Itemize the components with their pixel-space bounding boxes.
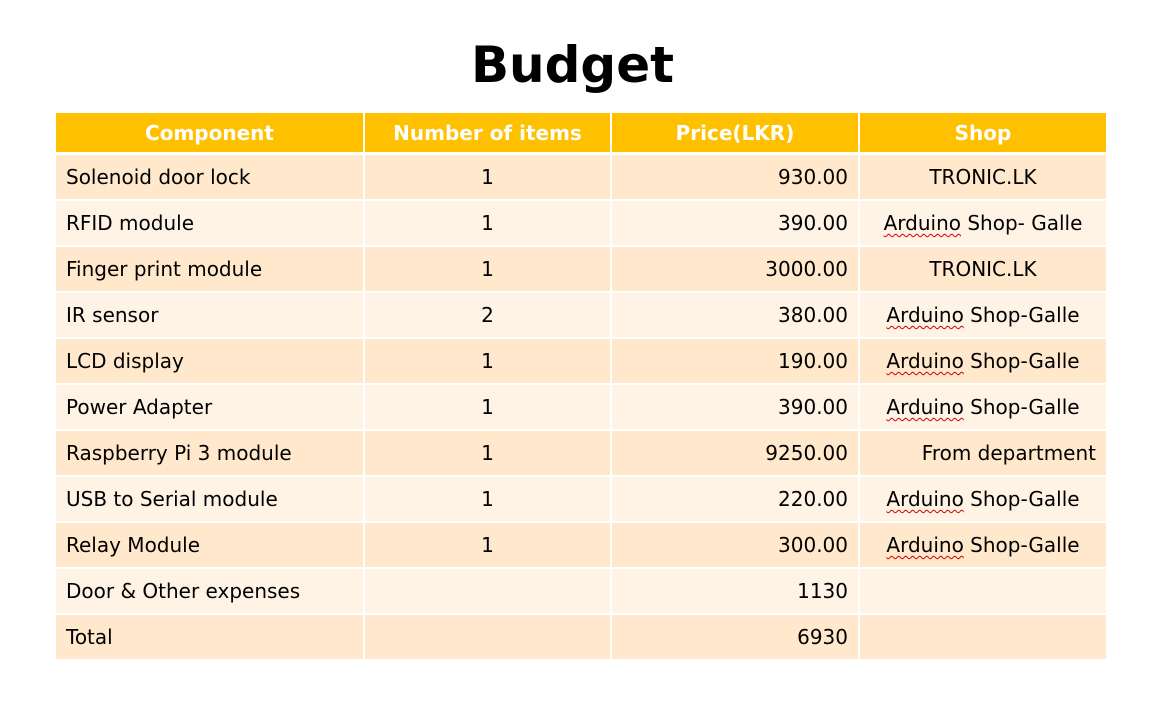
table-row: Power Adapter 1 390.00 Arduino Shop-Gall…	[56, 384, 1106, 431]
table-row: USB to Serial module 1 220.00 Arduino Sh…	[56, 476, 1106, 523]
cell-shop: Arduino Shop-Galle	[859, 384, 1106, 431]
shop-spellcheck-word: Arduino	[886, 395, 964, 419]
cell-shop: Arduino Shop-Galle	[859, 476, 1106, 523]
cell-qty: 1	[364, 430, 612, 477]
cell-shop: From department	[859, 430, 1106, 477]
cell-price: 300.00	[611, 522, 860, 569]
cell-qty: 1	[364, 200, 612, 247]
table-row: Raspberry Pi 3 module 1 9250.00 From dep…	[56, 430, 1106, 477]
shop-text: Shop-Galle	[963, 487, 1080, 511]
table-row: LCD display 1 190.00 Arduino Shop-Galle	[56, 338, 1106, 385]
cell-component: Power Adapter	[56, 384, 365, 431]
cell-qty: 1	[364, 384, 612, 431]
cell-shop: TRONIC.LK	[859, 153, 1106, 201]
shop-text: Shop-Galle	[963, 349, 1080, 373]
shop-text: TRONIC.LK	[929, 257, 1037, 281]
shop-spellcheck-word: Arduino	[883, 211, 961, 235]
header-number-of-items: Number of items	[364, 113, 612, 155]
header-price: Price(LKR)	[611, 113, 860, 155]
cell-component: Total	[56, 614, 365, 661]
cell-component: Solenoid door lock	[56, 153, 365, 201]
table-row: RFID module 1 390.00 Arduino Shop- Galle	[56, 200, 1106, 247]
table-row: Relay Module 1 300.00 Arduino Shop-Galle	[56, 522, 1106, 569]
header-row: Component Number of items Price(LKR) Sho…	[56, 113, 1106, 155]
table-row: IR sensor 2 380.00 Arduino Shop-Galle	[56, 292, 1106, 339]
shop-text: Shop-Galle	[963, 395, 1080, 419]
total-row: Total 6930	[56, 614, 1106, 661]
shop-spellcheck-word: Arduino	[886, 487, 964, 511]
cell-component: Door & Other expenses	[56, 568, 365, 615]
cell-shop	[859, 568, 1106, 615]
cell-price: 380.00	[611, 292, 860, 339]
cell-component: IR sensor	[56, 292, 365, 339]
budget-table: Component Number of items Price(LKR) Sho…	[56, 113, 1106, 661]
cell-shop	[859, 614, 1106, 661]
cell-price: 9250.00	[611, 430, 860, 477]
cell-component: Finger print module	[56, 246, 365, 293]
cell-qty: 1	[364, 246, 612, 293]
cell-qty: 1	[364, 522, 612, 569]
shop-text: TRONIC.LK	[929, 165, 1037, 189]
cell-shop: Arduino Shop-Galle	[859, 292, 1106, 339]
cell-price: 390.00	[611, 384, 860, 431]
cell-shop: Arduino Shop-Galle	[859, 338, 1106, 385]
cell-qty	[364, 614, 612, 661]
cell-price: 220.00	[611, 476, 860, 523]
cell-shop: Arduino Shop- Galle	[859, 200, 1106, 247]
cell-qty: 1	[364, 338, 612, 385]
cell-component: RFID module	[56, 200, 365, 247]
shop-text: Shop-Galle	[963, 533, 1080, 557]
table-row: Finger print module 1 3000.00 TRONIC.LK	[56, 246, 1106, 293]
cell-component: LCD display	[56, 338, 365, 385]
cell-price: 6930	[611, 614, 860, 661]
table-row: Door & Other expenses 1130	[56, 568, 1106, 615]
cell-qty	[364, 568, 612, 615]
shop-text: Shop-Galle	[963, 303, 1080, 327]
cell-price: 190.00	[611, 338, 860, 385]
cell-price: 390.00	[611, 200, 860, 247]
cell-price: 1130	[611, 568, 860, 615]
shop-spellcheck-word: Arduino	[886, 533, 964, 557]
cell-qty: 1	[364, 153, 612, 201]
cell-price: 930.00	[611, 153, 860, 201]
shop-text: From department	[921, 441, 1096, 465]
cell-component: Raspberry Pi 3 module	[56, 430, 365, 477]
cell-qty: 2	[364, 292, 612, 339]
header-component: Component	[56, 113, 365, 155]
shop-spellcheck-word: Arduino	[886, 303, 964, 327]
cell-qty: 1	[364, 476, 612, 523]
cell-component: Relay Module	[56, 522, 365, 569]
cell-shop: TRONIC.LK	[859, 246, 1106, 293]
table-row: Solenoid door lock 1 930.00 TRONIC.LK	[56, 153, 1106, 201]
shop-spellcheck-word: Arduino	[886, 349, 964, 373]
header-shop: Shop	[859, 113, 1106, 155]
shop-text: Shop- Galle	[961, 211, 1083, 235]
cell-price: 3000.00	[611, 246, 860, 293]
cell-shop: Arduino Shop-Galle	[859, 522, 1106, 569]
cell-component: USB to Serial module	[56, 476, 365, 523]
slide-title: Budget	[470, 36, 675, 94]
